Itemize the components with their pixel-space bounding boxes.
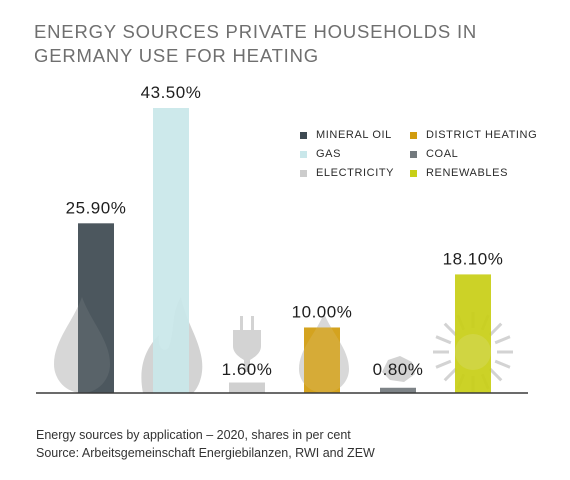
chart-legend: MINERAL OIL DISTRICT HEATING GAS COAL EL…	[300, 128, 550, 180]
bar-coal	[380, 387, 416, 393]
legend-swatch	[410, 150, 417, 158]
bars	[78, 108, 491, 393]
legend-label: GAS	[316, 148, 342, 160]
data-label: 43.50%	[141, 83, 202, 102]
legend-swatch	[410, 169, 417, 177]
legend-label: DISTRICT HEATING	[426, 129, 538, 141]
legend-item-mineral-oil: MINERAL OIL	[300, 128, 410, 142]
chart-source: Source: Arbeitsgemeinschaft Energiebilan…	[36, 446, 375, 460]
chart-notes: Energy sources by application – 2020, sh…	[36, 426, 375, 462]
data-label: 18.10%	[443, 249, 504, 268]
bar-icon-overlay	[54, 297, 491, 393]
legend-label: RENEWABLES	[426, 167, 509, 179]
data-label: 1.60%	[222, 360, 273, 379]
bar-mineral-oil	[78, 223, 114, 393]
data-label: 10.00%	[292, 302, 353, 321]
legend-label: ELECTRICITY	[316, 167, 395, 179]
plug-icon	[233, 316, 261, 372]
bar-electricity	[229, 382, 265, 393]
chart-title: ENERGY SOURCES PRIVATE HOUSEHOLDS IN GER…	[34, 21, 478, 66]
bar-chart: 25.90% 43.50% 1.60% 10.00% 0.80% 18.10%	[36, 83, 528, 394]
legend-swatch	[300, 131, 307, 139]
legend-swatch	[410, 131, 417, 139]
legend-swatch	[300, 150, 307, 158]
legend-item-district-heating: DISTRICT HEATING	[410, 128, 540, 142]
legend-item-gas: GAS	[300, 147, 410, 161]
value-labels: 25.90% 43.50% 1.60% 10.00% 0.80% 18.10%	[66, 83, 504, 379]
coal-icon	[382, 356, 415, 382]
data-label: 25.90%	[66, 198, 127, 217]
data-label: 0.80%	[373, 360, 424, 379]
legend-swatch	[300, 169, 307, 177]
category-icons	[54, 297, 513, 393]
legend-item-coal: COAL	[410, 147, 540, 161]
legend-item-renewables: RENEWABLES	[410, 166, 540, 180]
chart-caption: Energy sources by application – 2020, sh…	[36, 428, 351, 442]
legend-label: MINERAL OIL	[316, 129, 392, 141]
bar-gas	[153, 108, 189, 393]
bar-district-heating	[304, 327, 340, 393]
legend-label: COAL	[426, 148, 459, 160]
legend-item-electricity: ELECTRICITY	[300, 166, 410, 180]
bar-renewables	[455, 274, 491, 393]
